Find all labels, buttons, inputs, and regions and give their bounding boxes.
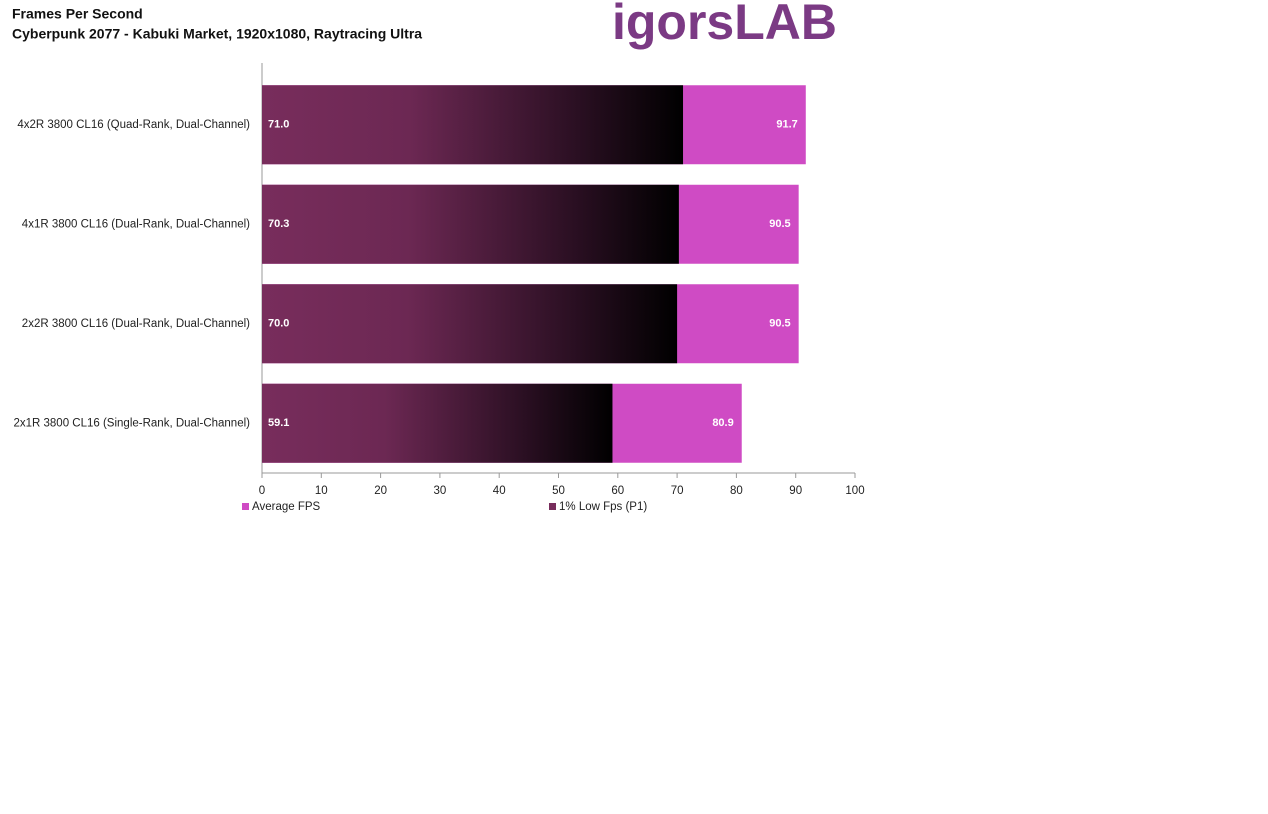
- value-label: 71.0: [268, 119, 289, 131]
- value-label: 70.0: [268, 318, 289, 330]
- chart-title: Frames Per Second: [12, 6, 143, 22]
- value-label: 80.9: [712, 417, 733, 429]
- x-tick-label: 0: [259, 485, 265, 497]
- value-label: 90.5: [769, 318, 790, 330]
- x-tick-label: 30: [434, 485, 447, 497]
- y-tick-label: 4x1R 3800 CL16 (Dual-Rank, Dual-Channel): [22, 218, 250, 230]
- chart-subtitle: Cyberpunk 2077 - Kabuki Market, 1920x108…: [12, 26, 422, 42]
- bar: [262, 85, 684, 165]
- legend-label: Average FPS: [252, 501, 321, 513]
- bar: [262, 383, 613, 463]
- x-tick-label: 80: [730, 485, 743, 497]
- x-tick-label: 50: [552, 485, 565, 497]
- bar: [262, 284, 678, 364]
- legend-swatch: [242, 503, 249, 510]
- logo: igorsLAB: [612, 0, 837, 50]
- value-label: 90.5: [769, 218, 790, 230]
- x-tick-label: 60: [611, 485, 624, 497]
- x-tick-label: 40: [493, 485, 506, 497]
- x-tick-label: 20: [374, 485, 387, 497]
- x-tick-label: 100: [845, 485, 864, 497]
- value-label: 70.3: [268, 218, 289, 230]
- y-tick-label: 2x2R 3800 CL16 (Dual-Rank, Dual-Channel): [22, 318, 250, 330]
- x-tick-label: 90: [789, 485, 802, 497]
- legend-label: 1% Low Fps (P1): [559, 501, 647, 513]
- x-tick-label: 10: [315, 485, 328, 497]
- value-label: 59.1: [268, 417, 289, 429]
- legend-swatch: [549, 503, 556, 510]
- value-label: 91.7: [776, 119, 797, 131]
- bar: [262, 184, 679, 264]
- y-tick-label: 2x1R 3800 CL16 (Single-Rank, Dual-Channe…: [13, 417, 250, 429]
- x-tick-label: 70: [671, 485, 684, 497]
- y-tick-label: 4x2R 3800 CL16 (Quad-Rank, Dual-Channel): [17, 119, 250, 131]
